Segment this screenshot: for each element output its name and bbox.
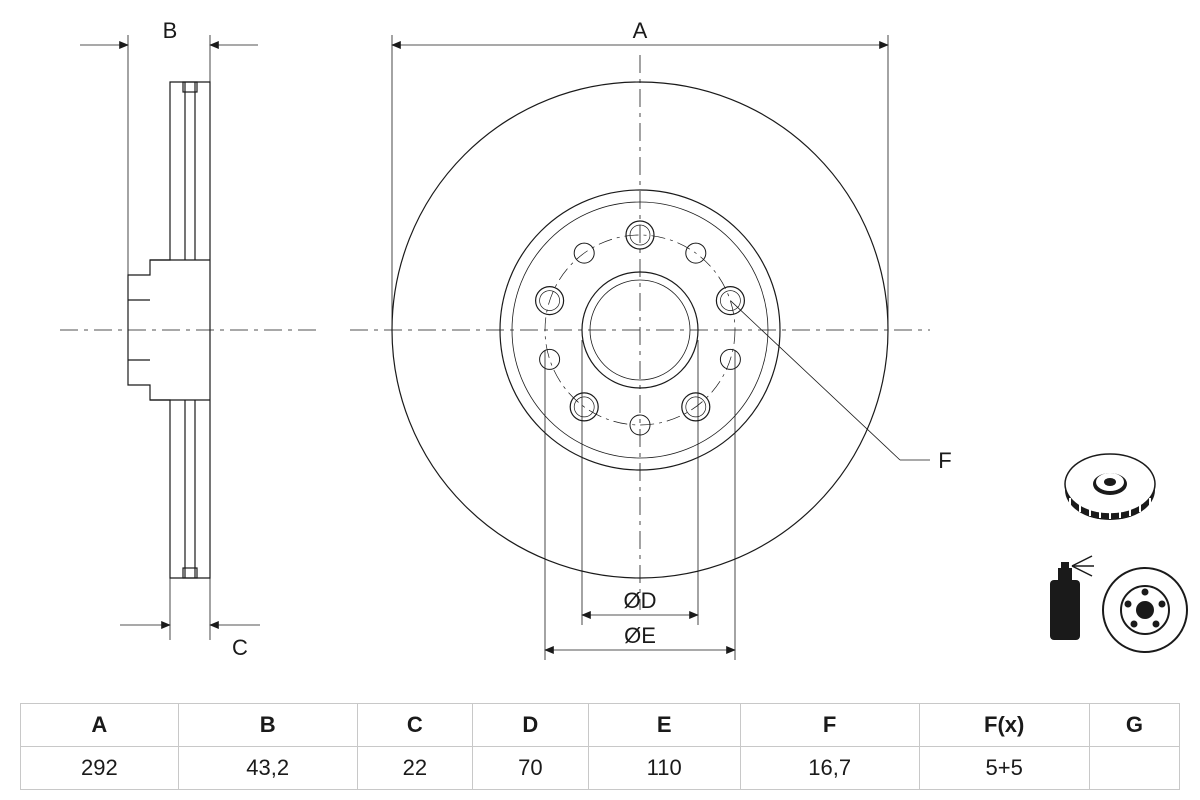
technical-drawing: B C — [0, 0, 1200, 700]
dim-label-d: ØD — [624, 588, 657, 613]
col-header: F — [740, 704, 919, 747]
cell-value: 22 — [357, 747, 473, 790]
col-header: C — [357, 704, 473, 747]
dim-label-a: A — [633, 18, 648, 43]
col-header: G — [1089, 704, 1179, 747]
cell-value: 43,2 — [178, 747, 357, 790]
col-header: F(x) — [919, 704, 1089, 747]
cell-value: 5+5 — [919, 747, 1089, 790]
cell-value: 16,7 — [740, 747, 919, 790]
table-header-row: A B C D E F F(x) G — [21, 704, 1180, 747]
cell-value — [1089, 747, 1179, 790]
col-header: B — [178, 704, 357, 747]
col-header: E — [588, 704, 740, 747]
cell-value: 292 — [21, 747, 179, 790]
dim-label-c: C — [232, 635, 248, 660]
dimension-table: A B C D E F F(x) G 292 43,2 22 70 110 16… — [20, 703, 1180, 790]
dim-label-e: ØE — [624, 623, 656, 648]
cell-value: 110 — [588, 747, 740, 790]
col-header: D — [473, 704, 589, 747]
dim-label-b: B — [163, 18, 178, 43]
side-view: B C — [60, 18, 320, 660]
disc-type-icon — [1065, 454, 1155, 520]
front-view: A ØD ØE F — [350, 18, 952, 660]
dim-label-f: F — [938, 448, 951, 473]
coating-icon — [1050, 556, 1187, 652]
cell-value: 70 — [473, 747, 589, 790]
col-header: A — [21, 704, 179, 747]
table-value-row: 292 43,2 22 70 110 16,7 5+5 — [21, 747, 1180, 790]
